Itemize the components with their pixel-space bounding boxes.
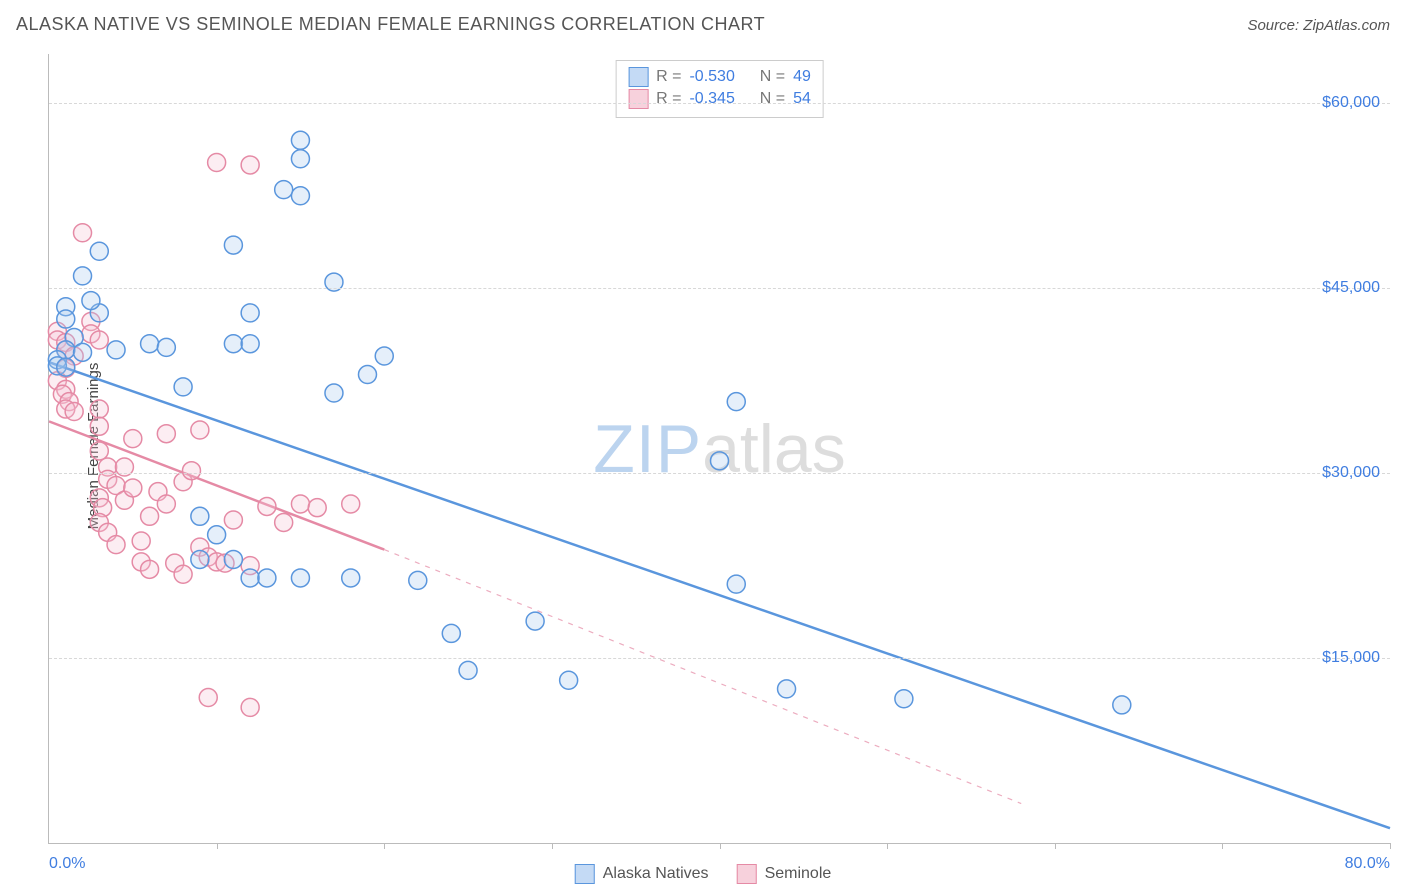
y-tick-label: $45,000	[1322, 279, 1380, 297]
gridline	[49, 473, 1390, 474]
gridline	[49, 103, 1390, 104]
x-tick	[1390, 843, 1391, 849]
gridline	[49, 288, 1390, 289]
x-tick	[552, 843, 553, 849]
chart-title: ALASKA NATIVE VS SEMINOLE MEDIAN FEMALE …	[16, 14, 765, 35]
legend-swatch-seminole-icon	[737, 864, 757, 884]
x-axis-max-label: 80.0%	[1345, 855, 1390, 873]
x-tick	[1055, 843, 1056, 849]
scatter-svg	[49, 54, 1390, 843]
legend-label-alaska: Alaska Natives	[603, 865, 709, 883]
x-axis-min-label: 0.0%	[49, 855, 85, 873]
series-legend: Alaska Natives Seminole	[575, 864, 832, 884]
y-tick-label: $15,000	[1322, 649, 1380, 667]
legend-item-alaska: Alaska Natives	[575, 864, 709, 884]
source-label: Source: ZipAtlas.com	[1247, 17, 1390, 34]
y-tick-label: $30,000	[1322, 464, 1380, 482]
x-tick	[1222, 843, 1223, 849]
legend-item-seminole: Seminole	[737, 864, 832, 884]
legend-swatch-alaska-icon	[575, 864, 595, 884]
x-tick	[720, 843, 721, 849]
plot-area: ZIPatlas R = -0.530 N = 49 R = -0.345 N …	[48, 54, 1390, 844]
gridline	[49, 658, 1390, 659]
y-tick-label: $60,000	[1322, 94, 1380, 112]
legend-label-seminole: Seminole	[765, 865, 832, 883]
x-tick	[887, 843, 888, 849]
x-tick	[384, 843, 385, 849]
x-tick	[217, 843, 218, 849]
